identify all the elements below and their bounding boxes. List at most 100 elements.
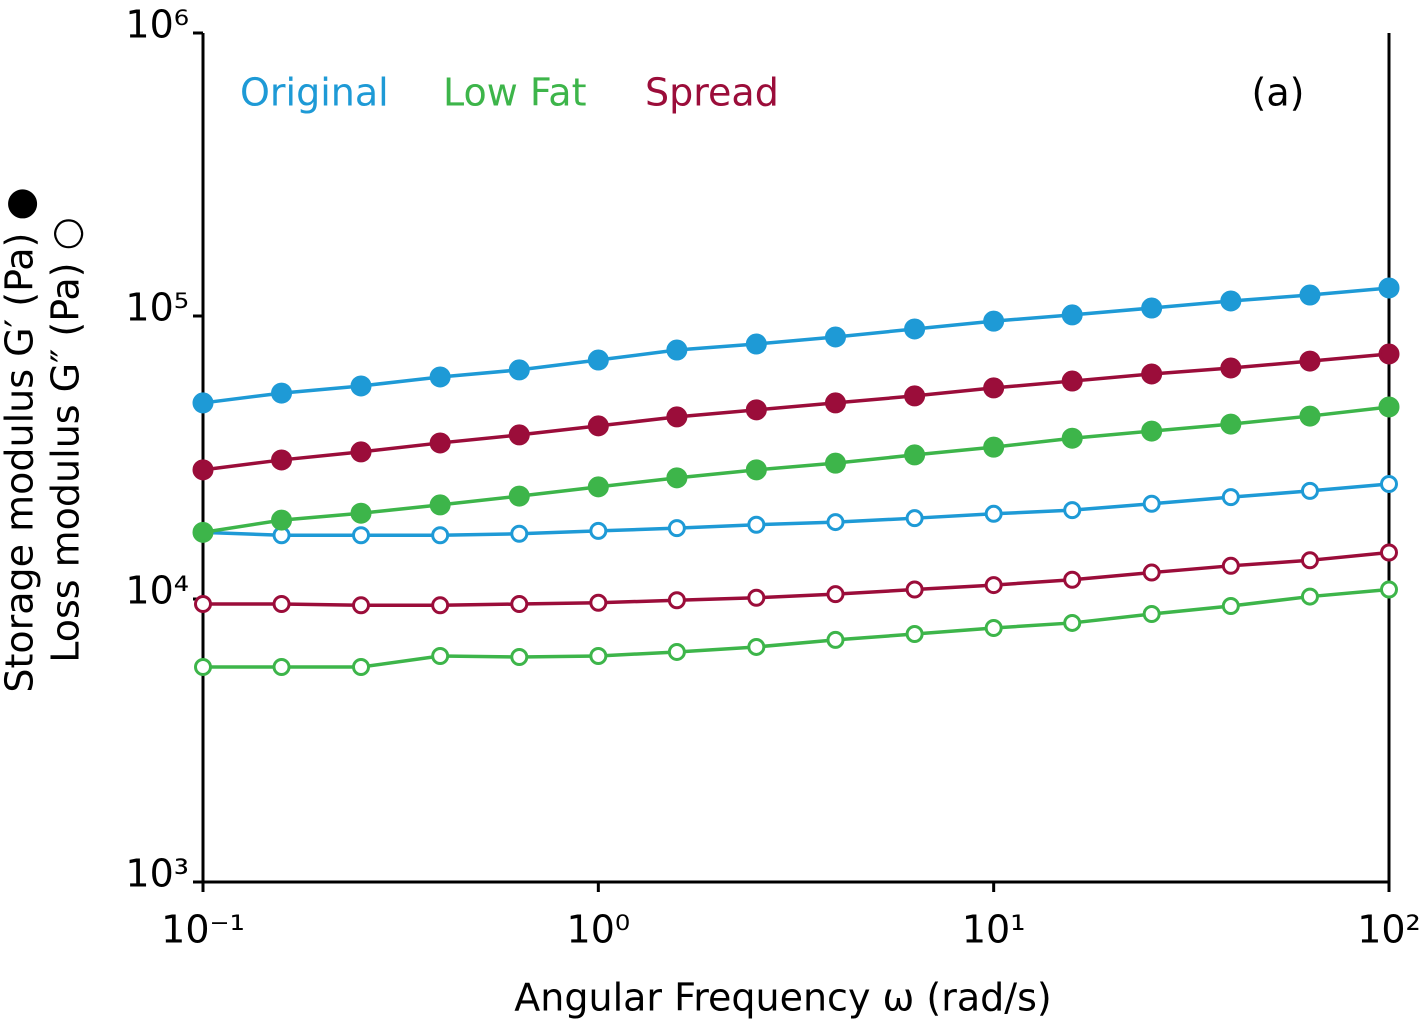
x-tick-label: 10¹ (962, 908, 1026, 952)
series-line (203, 587, 1390, 669)
storage-marker (983, 436, 1005, 458)
loss-marker (510, 595, 529, 614)
series-line (202, 352, 1390, 472)
storage-marker (824, 392, 846, 414)
loss-marker (1142, 605, 1161, 624)
loss-marker (667, 519, 686, 538)
loss-marker (905, 509, 924, 528)
x-tick-label: 10⁻¹ (161, 908, 245, 952)
y-tick-label: 10⁶ (125, 3, 189, 47)
loss-marker (589, 521, 608, 540)
loss-marker (1221, 488, 1240, 507)
storage-marker (1061, 370, 1083, 392)
storage-marker (1220, 357, 1242, 379)
loss-marker (431, 646, 450, 665)
loss-marker (1063, 501, 1082, 520)
storage-marker (904, 444, 926, 466)
storage-marker (1378, 396, 1400, 418)
storage-marker (587, 476, 609, 498)
storage-marker (904, 318, 926, 340)
storage-marker (1299, 405, 1321, 427)
storage-marker (983, 377, 1005, 399)
loss-marker (352, 658, 371, 677)
loss-marker (1380, 474, 1398, 493)
series-line (203, 550, 1390, 608)
loss-marker (1063, 570, 1082, 589)
storage-marker (904, 385, 926, 407)
loss-marker (826, 585, 845, 604)
legend-label: Spread (645, 71, 779, 115)
loss-marker (1063, 613, 1082, 632)
storage-marker (587, 415, 609, 437)
legend-label: Original (240, 71, 389, 115)
y-tick-label: 10⁴ (125, 569, 189, 613)
storage-marker (1141, 420, 1163, 442)
storage-marker (350, 441, 372, 463)
storage-marker (508, 424, 530, 446)
storage-marker (666, 467, 688, 489)
loss-marker (194, 658, 212, 677)
storage-marker (192, 392, 214, 414)
y-tick-label: 10⁵ (125, 286, 189, 330)
storage-marker (271, 509, 293, 531)
loss-marker (1380, 580, 1398, 599)
loss-marker (747, 515, 766, 534)
storage-marker (666, 339, 688, 361)
loss-marker (194, 595, 212, 614)
y-axis-title: Storage modulus G′ (Pa) ● (0, 187, 42, 692)
x-tick-label: 10² (1357, 908, 1421, 952)
storage-marker (824, 326, 846, 348)
storage-marker (192, 459, 214, 481)
loss-marker (352, 596, 371, 615)
storage-marker (1378, 277, 1400, 299)
storage-marker (666, 406, 688, 428)
loss-marker (826, 630, 845, 649)
loss-marker (826, 513, 845, 532)
storage-marker (745, 459, 767, 481)
loss-marker (984, 576, 1003, 595)
loss-marker (589, 646, 608, 665)
storage-marker (1061, 427, 1083, 449)
storage-marker (1061, 304, 1083, 326)
storage-marker (429, 366, 451, 388)
storage-marker (271, 382, 293, 404)
storage-marker (429, 494, 451, 516)
loss-marker (272, 595, 291, 614)
annotation: (a) (1252, 71, 1305, 115)
loss-marker (510, 524, 529, 543)
series-line (202, 482, 1390, 537)
loss-marker (1221, 556, 1240, 575)
storage-marker (587, 349, 609, 371)
storage-marker (1141, 297, 1163, 319)
loss-marker (667, 591, 686, 610)
loss-marker (431, 596, 450, 615)
x-axis-title: Angular Frequency ω (rad/s) (514, 976, 1051, 1020)
storage-marker (745, 333, 767, 355)
x-tick-label: 10⁰ (567, 908, 631, 952)
loss-marker (1142, 563, 1161, 582)
loss-marker (352, 526, 371, 545)
storage-marker (1299, 350, 1321, 372)
loss-marker (589, 593, 608, 612)
loss-marker (510, 647, 529, 666)
loss-marker (1380, 543, 1398, 562)
loss-marker (747, 588, 766, 607)
storage-marker (271, 449, 293, 471)
loss-marker (1300, 551, 1319, 570)
storage-marker (429, 432, 451, 454)
storage-marker (1220, 413, 1242, 435)
loss-marker (984, 618, 1003, 637)
storage-marker (1141, 363, 1163, 385)
loss-marker (1300, 481, 1319, 500)
loss-marker (747, 637, 766, 656)
storage-marker (508, 359, 530, 381)
storage-marker (350, 502, 372, 524)
loss-marker (1142, 494, 1161, 513)
loss-marker (431, 526, 450, 545)
storage-marker (1220, 290, 1242, 312)
loss-marker (984, 504, 1003, 523)
storage-marker (350, 375, 372, 397)
loss-marker (905, 580, 924, 599)
y-axis-title: Loss modulus G″ (Pa) ○ (44, 217, 88, 663)
